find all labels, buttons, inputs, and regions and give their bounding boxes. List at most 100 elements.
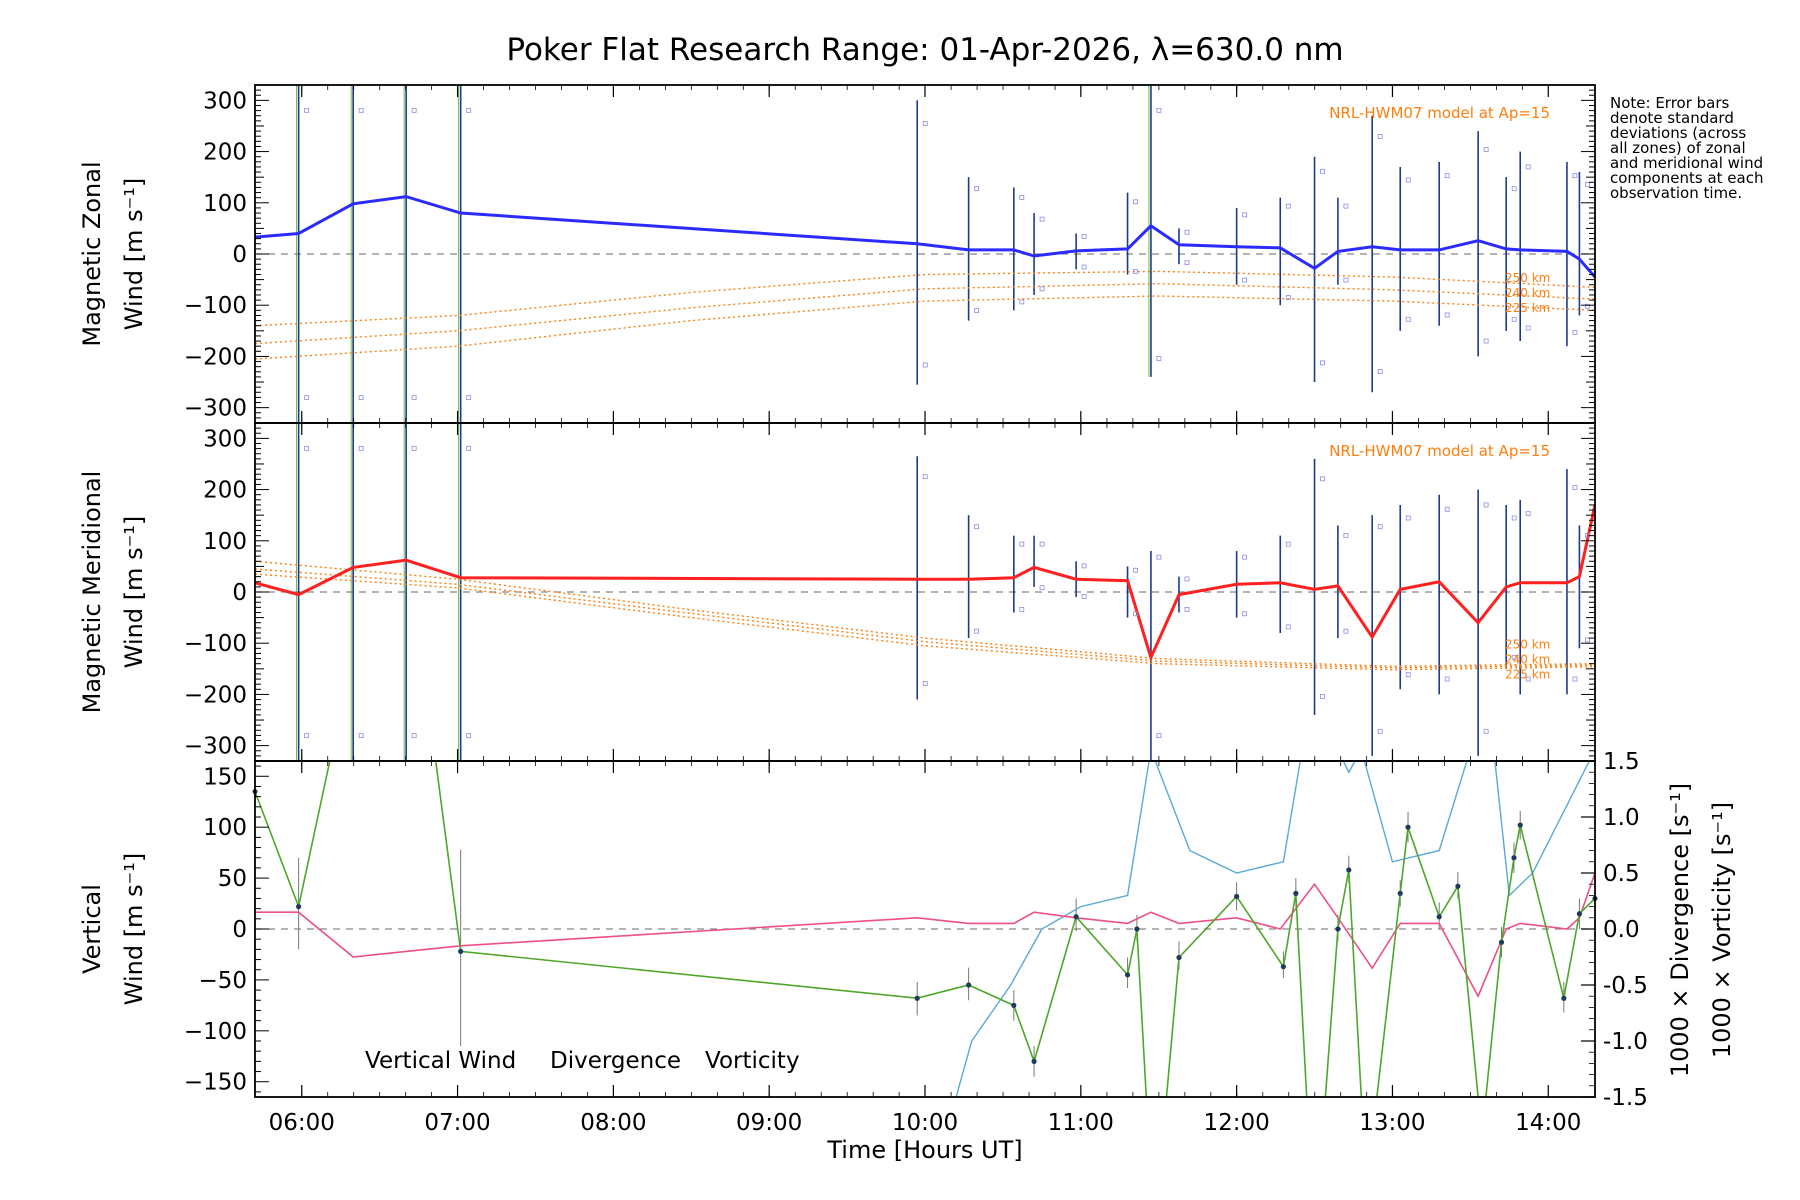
altitude-label: 240 km [1505,286,1550,300]
vertical-wind-line [255,761,1595,1097]
zone-marker [1133,611,1138,617]
zone-marker [1511,316,1517,322]
zone-marker [1483,147,1489,152]
zone-marker [358,733,364,739]
x-tick-label: 14:00 [1515,1110,1581,1136]
zone-marker [1405,672,1411,678]
zone-marker [1320,694,1325,699]
zone-marker [1483,728,1489,734]
zone-marker [974,186,980,192]
zone-marker [1184,576,1190,582]
legend-divergence: Divergence [550,1048,681,1074]
zone-marker [974,524,980,530]
zone-marker [1343,533,1349,538]
x-tick-label: 06:00 [269,1110,335,1136]
zone-marker [1572,329,1578,335]
zone-marker [1572,485,1578,490]
zone-marker [922,474,928,480]
zone-marker [1343,203,1349,209]
legend-vorticity: Vorticity [705,1048,800,1074]
zone-marker [1184,229,1190,235]
zone-marker [1405,316,1411,322]
zone-marker [1242,212,1248,218]
note-line: Note: Error bars [1610,94,1730,112]
vertical-wind-point [1397,890,1403,896]
zone-marker [1156,554,1162,560]
y2-label-divergence: 1000 × Divergence [s⁻¹] [1666,783,1694,1077]
altitude-label: 225 km [1505,301,1550,315]
zone-marker [1184,260,1190,266]
zone-marker [1156,356,1162,361]
vertical-wind-point [966,982,972,988]
zone-marker [304,445,310,451]
note-line: observation time. [1610,184,1742,202]
zone-marker [1019,299,1025,305]
zone-marker [1133,567,1138,573]
y-label-line2: Wind [m s⁻¹] [120,853,148,1005]
altitude-label: 240 km [1505,652,1550,666]
zone-marker [974,308,980,313]
zone-marker [411,107,417,113]
vertical-wind-point [1234,893,1240,900]
y-tick-label: 100 [203,815,247,841]
zone-marker [411,733,417,739]
zone-marker [466,107,472,113]
zone-marker [1343,277,1349,283]
zone-marker [1511,654,1517,660]
y-tick-label: 0 [232,242,247,268]
zone-marker [1377,369,1383,374]
zone-marker [1320,360,1325,366]
zone-marker [1525,325,1531,331]
x-tick-label: 13:00 [1359,1110,1425,1136]
x-tick-label: 12:00 [1203,1110,1269,1136]
zone-marker [411,395,417,401]
y-tick-label: 0 [232,917,247,943]
y-tick-label: 0 [232,580,247,606]
x-tick-label: 07:00 [424,1110,490,1136]
note-block: Note: Error bars denote standard deviation… [1610,94,1763,202]
y-label-line2: Wind [m s⁻¹] [120,178,148,330]
note-line: components at each [1610,169,1763,187]
y2-tick-label: -1.0 [1603,1029,1648,1055]
vorticity-line [255,872,1595,999]
note-text: Note: Error bars denote standard deviation… [1610,94,1763,202]
x-axis-label: Time [Hours UT] [826,1136,1022,1164]
zone-marker [1405,177,1411,183]
zone-marker [1525,511,1531,517]
vertical-wind-point [1176,954,1182,961]
zone-marker [1572,676,1578,682]
zone-marker [1377,134,1383,139]
zone-marker [1285,541,1291,547]
zone-marker [1444,312,1450,318]
model-line-3 [255,573,1595,671]
zone-marker [1585,303,1590,309]
vertical-wind-point [1073,914,1079,920]
zone-marker [1019,195,1025,200]
zone-marker [1511,515,1517,521]
zone-marker [1081,234,1087,239]
vertical-wind-point [1517,822,1523,828]
zone-marker [1242,277,1248,283]
zone-marker [1019,607,1025,612]
zone-marker [1039,585,1045,591]
zone-marker [1525,164,1531,170]
zone-marker [1133,199,1138,205]
vertical-wind-point [1511,855,1517,861]
x-tick-label: 09:00 [736,1110,802,1136]
y-tick-label: −100 [184,293,247,319]
vertical-wind-point [1031,1058,1037,1064]
zone-marker [1285,203,1291,209]
zone-marker [1242,611,1248,617]
vertical-wind-point [458,948,464,955]
zone-marker [922,121,928,126]
x-tick-label: 11:00 [1048,1110,1114,1136]
zone-marker [1572,173,1578,179]
zone-marker [466,445,472,451]
y-tick-label: 150 [203,764,247,790]
zone-marker [1081,264,1087,270]
zone-marker [1320,168,1325,174]
zone-marker [1377,728,1383,734]
vertical-wind-point [1293,890,1299,896]
zone-marker [358,107,364,113]
